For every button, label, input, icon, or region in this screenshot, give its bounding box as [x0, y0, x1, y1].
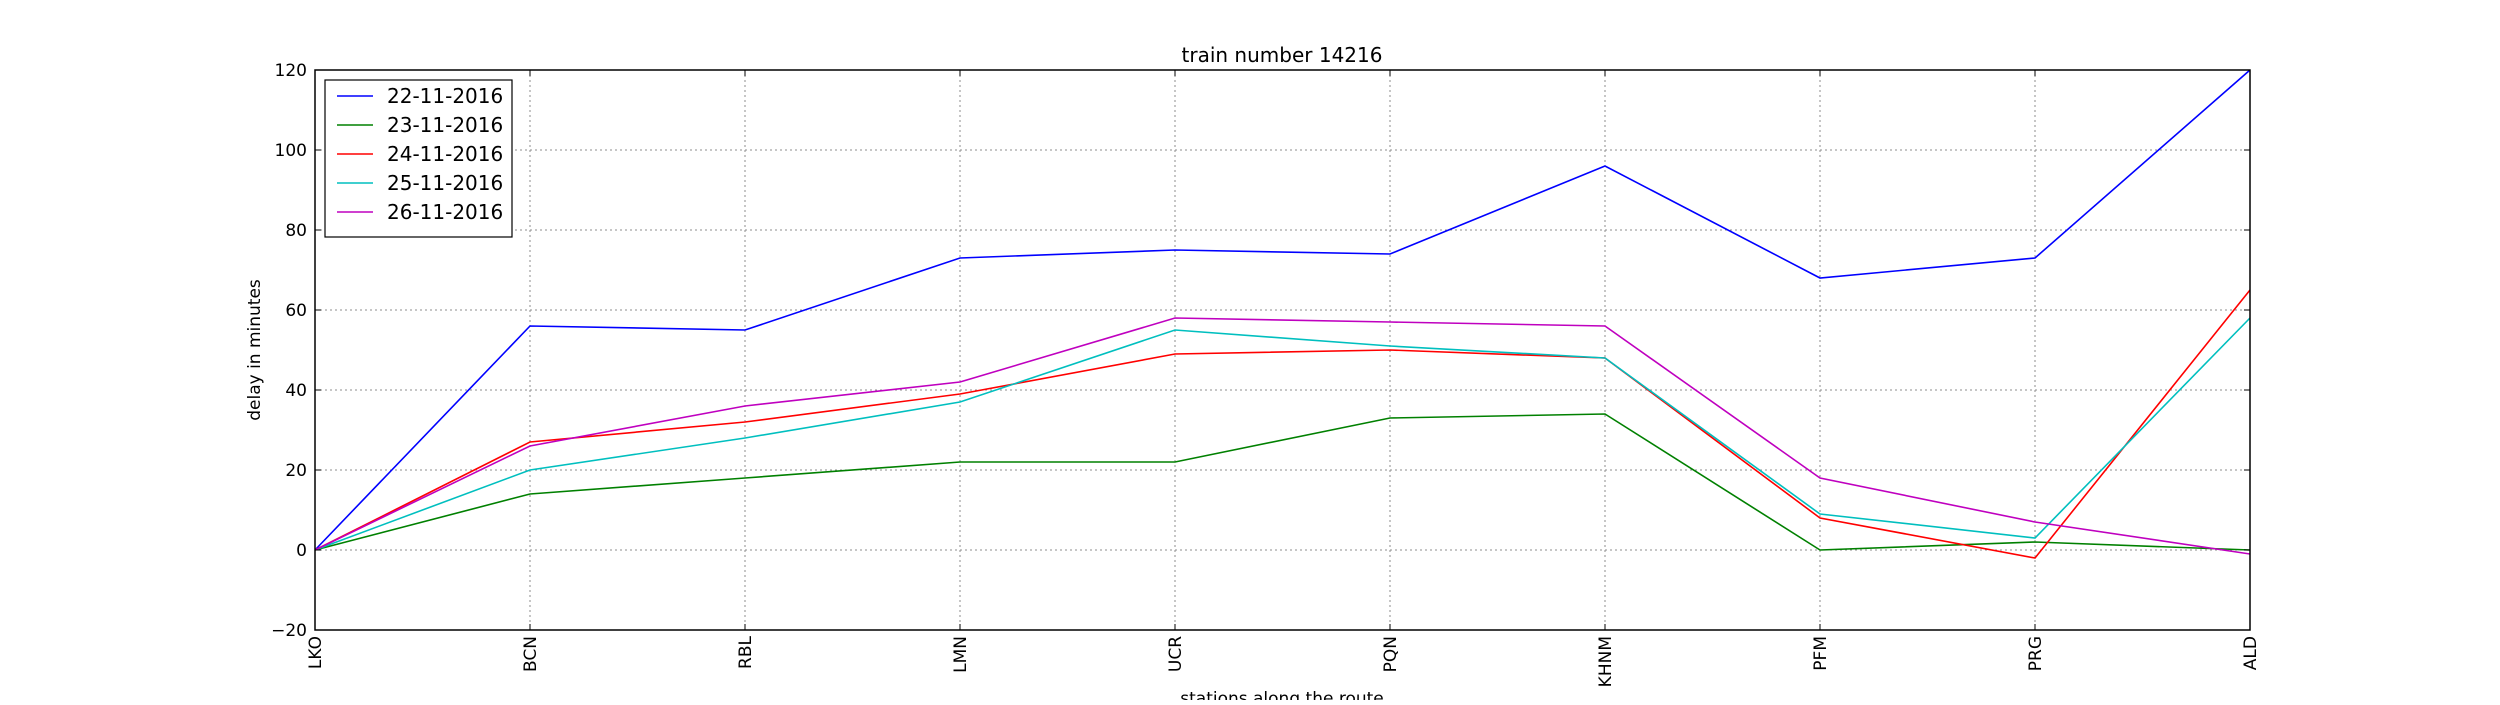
y-tick-label: 40 — [285, 381, 307, 401]
y-tick-label: 60 — [285, 301, 307, 321]
x-tick-label: UCR — [1166, 636, 1186, 672]
x-tick-label: KHNM — [1596, 636, 1616, 687]
legend: 22-11-2016 23-11-2016 24-11-2016 25-11-2016… — [324, 79, 513, 238]
x-tick-label: LMN — [951, 636, 971, 673]
y-tick-label: 80 — [285, 221, 307, 241]
x-tick-label: PRG — [2026, 636, 2046, 671]
grid-layer — [315, 70, 2250, 630]
legend-box — [324, 79, 513, 238]
x-tick-label: PFM — [1811, 636, 1831, 671]
legend-label: 24-11-2016 — [387, 142, 503, 166]
x-tick-label: RBL — [736, 635, 756, 668]
tick-layer: −20 0 20 40 60 80 100 120 LKO BCN RBL LMN UCR PQN KHNM… — [271, 61, 2261, 687]
y-tick-label: 0 — [296, 541, 307, 561]
series-line-25-11-2016 — [314, 317, 2251, 551]
x-tick-label: ALD — [2241, 636, 2261, 670]
legend-label: 26-11-2016 — [387, 200, 503, 224]
y-tick-label: −20 — [271, 621, 307, 641]
series-line-24-11-2016 — [314, 289, 2251, 559]
plot-frame — [314, 69, 2251, 631]
x-axis-label: stations along the route — [1180, 689, 1384, 700]
y-axis-label: delay in minutes — [245, 279, 265, 421]
series-line-22-11-2016 — [314, 69, 2251, 551]
legend-label: 23-11-2016 — [387, 113, 503, 137]
series-layer — [314, 69, 2251, 559]
legend-label: 22-11-2016 — [387, 84, 503, 108]
series-line-23-11-2016 — [314, 413, 2251, 551]
series-line-26-11-2016 — [314, 317, 2251, 555]
y-tick-label: 100 — [275, 141, 307, 161]
x-tick-label: BCN — [521, 636, 541, 672]
legend-label: 25-11-2016 — [387, 171, 503, 195]
x-tick-label: LKO — [306, 636, 326, 669]
chart-title: train number 14216 — [1182, 43, 1383, 67]
y-tick-label: 20 — [285, 461, 307, 481]
x-tick-label: PQN — [1381, 636, 1401, 672]
y-tick-label: 120 — [275, 61, 307, 81]
